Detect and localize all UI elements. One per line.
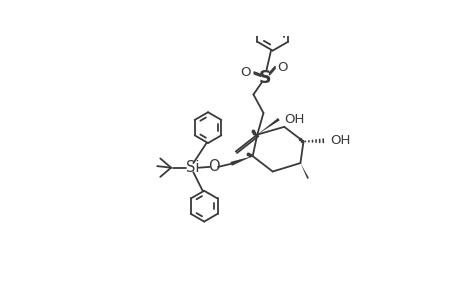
Text: O: O [208, 159, 219, 174]
Text: O: O [277, 61, 287, 74]
Text: Si: Si [185, 160, 199, 175]
Text: OH: OH [284, 113, 304, 126]
Text: OH: OH [330, 134, 350, 147]
Polygon shape [257, 118, 279, 135]
Polygon shape [300, 163, 308, 179]
Text: O: O [240, 67, 251, 80]
Polygon shape [230, 156, 252, 166]
Text: S: S [258, 69, 271, 87]
